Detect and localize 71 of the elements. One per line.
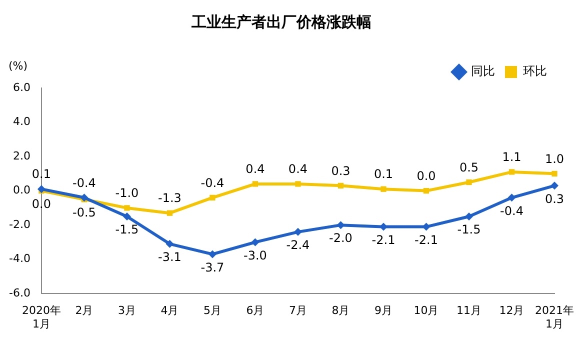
point <box>166 210 173 216</box>
data-label: 0.5 <box>459 160 479 174</box>
data-label: 0.1 <box>32 167 52 182</box>
point <box>380 186 386 192</box>
x-tick-label: 4月 <box>160 304 179 318</box>
y-tick-label: -4.0 <box>8 252 30 266</box>
x-tick-label: 7月 <box>288 304 307 318</box>
x-tick-label: 10月 <box>414 304 439 318</box>
point <box>210 194 216 200</box>
point <box>338 182 344 188</box>
y-axis-title: (%) <box>8 59 28 72</box>
point <box>550 182 559 190</box>
data-label: -0.4 <box>500 204 524 218</box>
x-tick-label: 9月 <box>374 304 392 318</box>
x-tick-label: 11月 <box>456 304 482 318</box>
data-label: 0.3 <box>331 164 350 178</box>
data-label: 0.3 <box>544 192 564 206</box>
x-tick-label: 2021年 1月 <box>535 304 574 330</box>
point <box>464 212 473 220</box>
data-label: -3.7 <box>200 260 224 274</box>
data-label: -0.4 <box>72 176 96 190</box>
point <box>122 212 131 220</box>
data-label: -3.1 <box>158 250 182 264</box>
data-label: -3.0 <box>244 248 267 262</box>
y-tick-label: 6.0 <box>12 80 30 94</box>
point <box>295 181 301 187</box>
y-tick-label: -2.0 <box>8 218 30 231</box>
data-label: 0.4 <box>288 162 308 176</box>
data-label: 0.0 <box>32 196 52 211</box>
data-label: 0.4 <box>246 162 265 176</box>
point <box>251 238 260 246</box>
point <box>166 240 174 248</box>
point <box>508 169 515 175</box>
chart-title: 工业生产者出厂价格涨跌幅 <box>190 12 372 31</box>
x-tick-label: 12月 <box>499 304 524 318</box>
y-tick-label: 4.0 <box>12 115 30 128</box>
y-tick-label: 0.0 <box>12 184 30 197</box>
point <box>208 250 216 258</box>
x-tick-label: 2020年 1月 <box>22 304 61 330</box>
data-label: -0.5 <box>72 205 96 220</box>
point <box>124 205 130 211</box>
data-label: -1.3 <box>158 191 182 206</box>
point <box>466 179 472 186</box>
data-label: -2.1 <box>414 232 438 247</box>
data-label: -1.0 <box>115 186 139 200</box>
data-label: -1.5 <box>115 222 139 237</box>
data-label: 1.0 <box>544 152 564 166</box>
data-label: -2.4 <box>286 238 310 252</box>
x-tick-label: 6月 <box>246 304 264 318</box>
data-label: 0.1 <box>374 167 394 182</box>
data-label: -0.4 <box>200 176 224 190</box>
y-tick-label: 2.0 <box>12 149 30 162</box>
point <box>294 228 302 236</box>
legend-label: 环比 <box>523 64 547 78</box>
point <box>37 185 46 194</box>
legend-label: 同比 <box>471 64 495 78</box>
x-tick-label: 3月 <box>118 304 136 318</box>
data-label: -2.1 <box>372 232 396 247</box>
data-label: -1.5 <box>457 222 481 237</box>
point <box>80 194 88 202</box>
x-tick-label: 2月 <box>75 304 94 318</box>
y-tick-label: -6.0 <box>8 286 30 300</box>
point <box>252 181 258 187</box>
data-label: 1.1 <box>502 150 522 164</box>
point <box>423 188 430 194</box>
data-label: -2.0 <box>329 231 352 246</box>
point <box>508 194 516 202</box>
x-tick-label: 8月 <box>332 304 350 318</box>
point <box>552 170 558 176</box>
x-tick-label: 5月 <box>203 304 222 318</box>
data-label: 0.0 <box>416 168 436 183</box>
